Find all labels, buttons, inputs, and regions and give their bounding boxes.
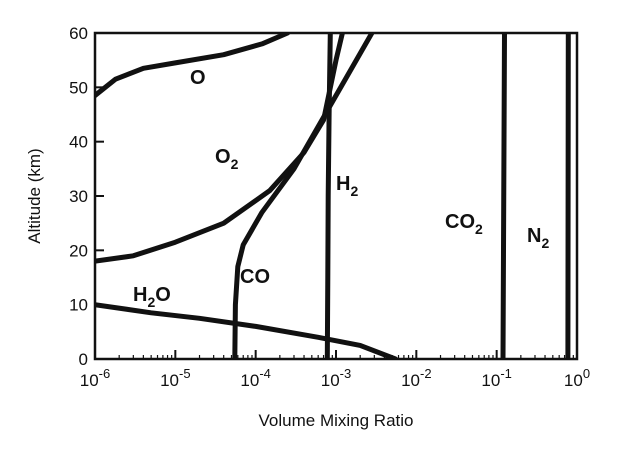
labels-layer: O O2 H2 CO H2O CO2 N2 bbox=[133, 67, 549, 310]
x-tick-label: 10-1 bbox=[481, 366, 511, 390]
series-line-co bbox=[232, 33, 375, 359]
y-tick-label: 50 bbox=[69, 78, 88, 97]
series-label-h2o: H2O bbox=[133, 284, 171, 310]
y-tick-label: 20 bbox=[69, 241, 88, 260]
y-tick-label: 0 bbox=[79, 350, 88, 369]
x-tick-label: 10-3 bbox=[321, 366, 351, 390]
y-tick-label: 40 bbox=[69, 133, 88, 152]
series-layer bbox=[95, 33, 571, 359]
y-tick-label: 60 bbox=[69, 24, 88, 43]
series-label-o2: O2 bbox=[215, 146, 239, 172]
x-tick-label: 100 bbox=[564, 366, 590, 390]
series-line-h2o bbox=[95, 302, 398, 359]
y-tick-label: 10 bbox=[69, 296, 88, 315]
series-label-n2: N2 bbox=[527, 225, 549, 251]
y-tick-label: 30 bbox=[69, 187, 88, 206]
series-label-o: O bbox=[190, 67, 206, 89]
ticks-layer: 0 10 20 30 40 50 60 10-6 10-5 10-4 10-3 10-2 10-1 100 bbox=[69, 24, 590, 390]
series-label-h2: H2 bbox=[336, 173, 358, 199]
series-line-h2 bbox=[324, 33, 333, 359]
series-line-co2 bbox=[500, 33, 507, 359]
x-tick-label: 10-4 bbox=[240, 366, 270, 390]
series-label-co2: CO2 bbox=[445, 211, 483, 237]
series-line-o bbox=[95, 33, 291, 98]
x-tick-label: 10-6 bbox=[80, 366, 110, 390]
x-tick-label: 10-5 bbox=[160, 366, 190, 390]
x-tick-label: 10-2 bbox=[401, 366, 431, 390]
series-label-co: CO bbox=[240, 266, 270, 288]
x-axis-title: Volume Mixing Ratio bbox=[259, 411, 414, 430]
y-axis-title: Altitude (km) bbox=[25, 148, 44, 243]
